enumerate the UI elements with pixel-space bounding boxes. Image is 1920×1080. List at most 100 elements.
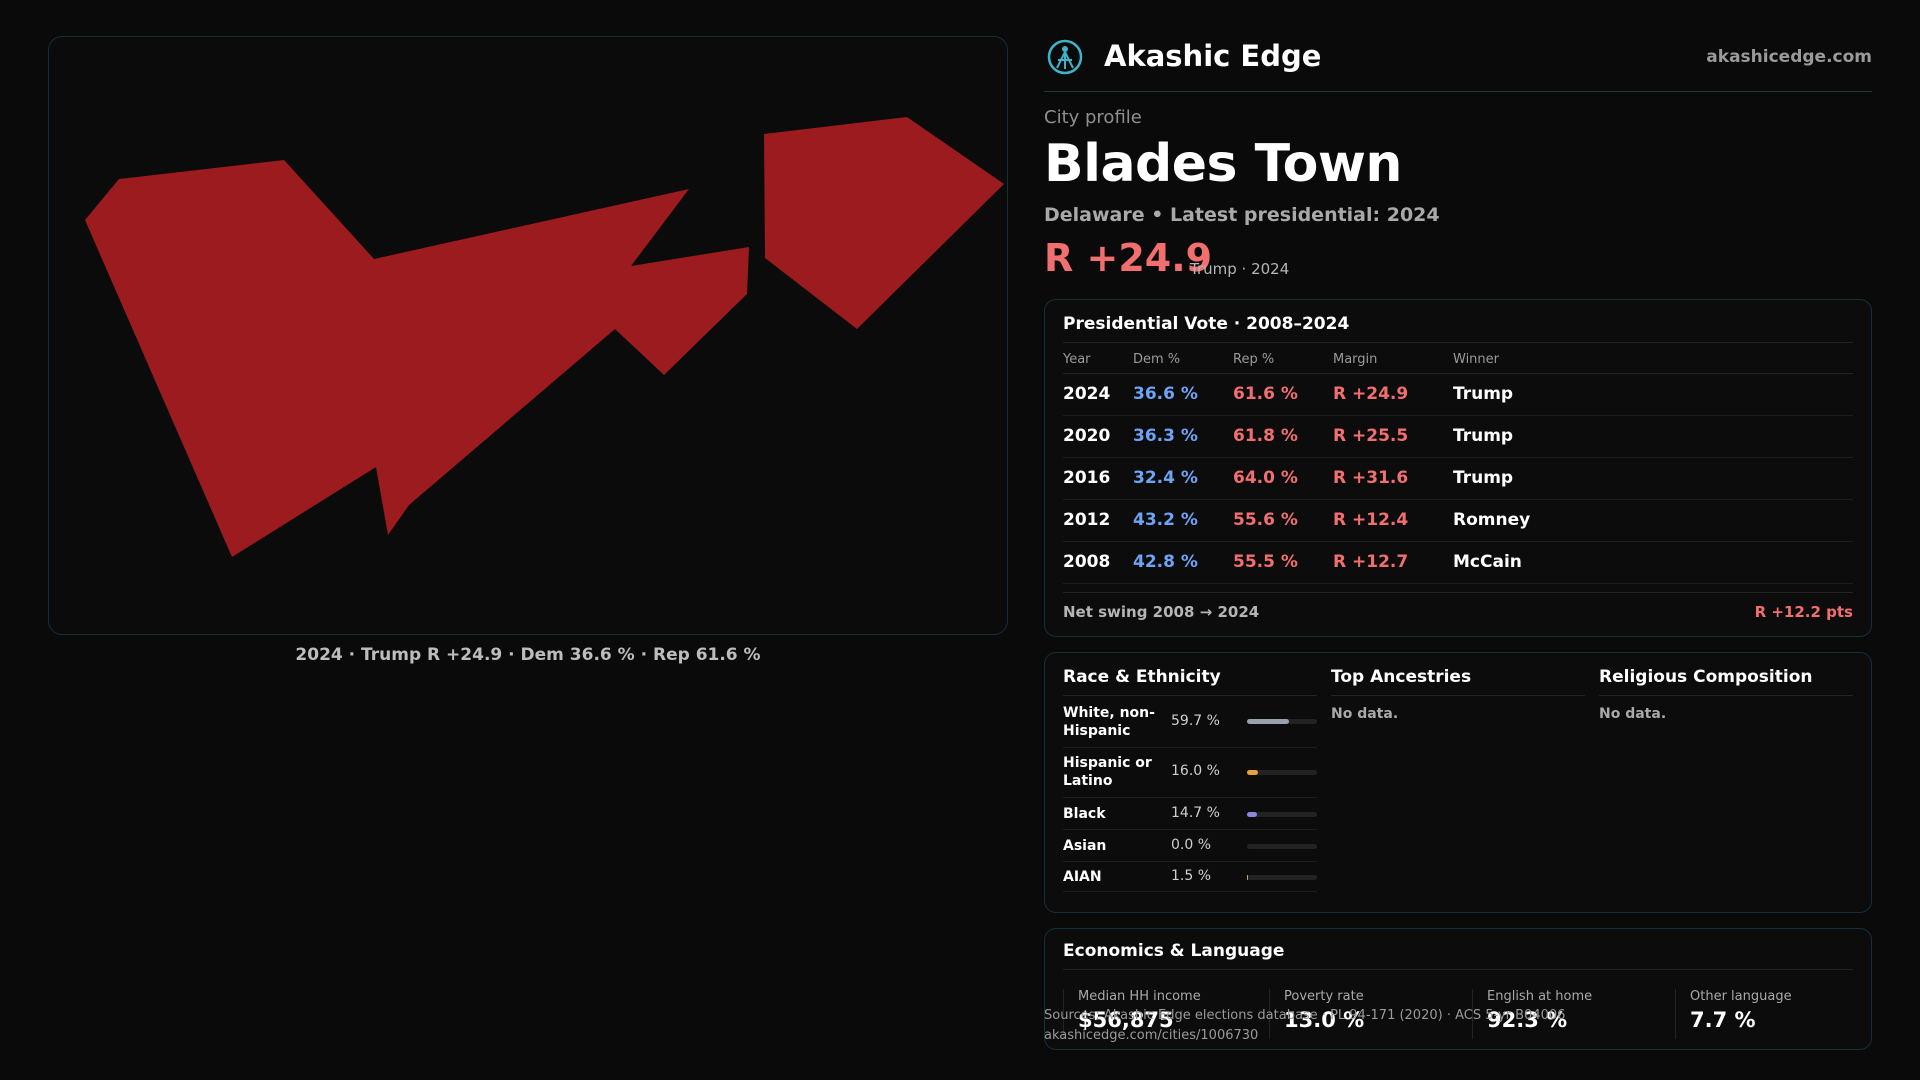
- race-bar: [1247, 875, 1317, 880]
- margin-cell: R +31.6: [1333, 457, 1453, 500]
- column-header: Margin: [1333, 347, 1453, 374]
- section-title: Race & Ethnicity: [1063, 667, 1317, 696]
- column-header: Winner: [1453, 347, 1853, 374]
- table-row: 2020 36.3 % 61.8 % R +25.5 Trump: [1063, 415, 1853, 458]
- section-title: Top Ancestries: [1331, 667, 1585, 696]
- page-title: Blades Town: [1044, 134, 1402, 194]
- race-pct: 59.7 %: [1171, 713, 1220, 729]
- econ-stat: English at home 92.3 %: [1472, 989, 1672, 1039]
- city-boundary-map: [85, 117, 1004, 557]
- source-note: Sources: Akashic Edge elections database…: [1044, 1006, 1565, 1046]
- econ-label: English at home: [1487, 989, 1593, 1004]
- race-label: Black: [1063, 806, 1106, 822]
- margin-cell: R +25.5: [1333, 415, 1453, 458]
- column-header: Year: [1063, 347, 1133, 374]
- column-header: Rep %: [1233, 347, 1333, 374]
- econ-value: 7.7 %: [1690, 1008, 1756, 1032]
- race-pct: 0.0 %: [1171, 837, 1212, 853]
- rep-cell: 61.6 %: [1233, 373, 1333, 416]
- econ-label: Poverty rate: [1284, 989, 1364, 1004]
- rep-cell: 55.5 %: [1233, 541, 1333, 584]
- empty-state: No data.: [1599, 706, 1667, 722]
- margin-cell: R +12.4: [1333, 499, 1453, 542]
- rep-cell: 64.0 %: [1233, 457, 1333, 500]
- race-bar-fill: [1247, 719, 1289, 724]
- race-label: White, non-Hispanic: [1063, 705, 1155, 739]
- race-row: Black 14.7 %: [1063, 798, 1317, 830]
- econ-stat: Other language 7.7 %: [1675, 989, 1865, 1039]
- econ-stat: Median HH income $56,875: [1063, 989, 1263, 1039]
- race-bar-fill: [1247, 770, 1259, 775]
- econ-value: $56,875: [1078, 1008, 1174, 1032]
- winner-cell: McCain: [1453, 541, 1853, 584]
- brand-url-link[interactable]: akashicedge.com: [1706, 47, 1872, 67]
- econ-label: Median HH income: [1078, 989, 1201, 1004]
- race-ethnicity-section: Race & Ethnicity White, non-Hispanic 59.…: [1063, 667, 1317, 892]
- profile-header: Akashic Edge akashicedge.com City profil…: [1044, 36, 1872, 282]
- dem-cell: 43.2 %: [1133, 499, 1233, 542]
- empty-state: No data.: [1331, 706, 1399, 722]
- race-label: AIAN: [1063, 869, 1102, 885]
- city-map[interactable]: [48, 36, 1008, 635]
- demographics-card: Race & Ethnicity White, non-Hispanic 59.…: [1044, 652, 1872, 913]
- race-row: Asian 0.0 %: [1063, 830, 1317, 862]
- rep-cell: 55.6 %: [1233, 499, 1333, 542]
- table-header-row: Year Dem % Rep % Margin Winner: [1063, 347, 1853, 374]
- race-bar-fill: [1247, 812, 1258, 817]
- winner-cell: Trump: [1453, 415, 1853, 458]
- year-cell: 2008: [1063, 541, 1133, 584]
- table-row: 2012 43.2 % 55.6 % R +12.4 Romney: [1063, 499, 1853, 542]
- race-label: Hispanic or Latino: [1063, 755, 1152, 789]
- religion-section: Religious Composition No data.: [1599, 667, 1853, 722]
- dem-cell: 36.6 %: [1133, 373, 1233, 416]
- winner-cell: Trump: [1453, 373, 1853, 416]
- city-boundary-shape[interactable]: [764, 117, 1004, 329]
- brand-bar: Akashic Edge akashicedge.com: [1044, 36, 1872, 92]
- brand-name[interactable]: Akashic Edge: [1104, 39, 1322, 73]
- economics-card: Economics & Language Median HH income $5…: [1044, 928, 1872, 1050]
- econ-stat: Poverty rate 13.0 %: [1269, 989, 1469, 1039]
- race-bar: [1247, 844, 1317, 849]
- race-bar: [1247, 812, 1317, 817]
- net-swing-label: Net swing 2008 → 2024: [1063, 602, 1260, 621]
- page-kicker: City profile: [1044, 107, 1142, 128]
- race-bar-fill: [1247, 875, 1249, 880]
- year-cell: 2020: [1063, 415, 1133, 458]
- dem-cell: 42.8 %: [1133, 541, 1233, 584]
- card-title: Presidential Vote · 2008–2024: [1063, 314, 1853, 343]
- race-row: AIAN 1.5 %: [1063, 862, 1317, 892]
- winner-cell: Trump: [1453, 457, 1853, 500]
- table-row: 2016 32.4 % 64.0 % R +31.6 Trump: [1063, 457, 1853, 500]
- ancestries-section: Top Ancestries No data.: [1331, 667, 1585, 722]
- atom-globe-icon[interactable]: [1046, 38, 1084, 76]
- vote-table: Year Dem % Rep % Margin Winner 2024 36.6…: [1063, 347, 1853, 584]
- page-subtitle: Delaware • Latest presidential: 2024: [1044, 204, 1440, 226]
- winner-cell: Romney: [1453, 499, 1853, 542]
- table-row: 2008 42.8 % 55.5 % R +12.7 McCain: [1063, 541, 1853, 584]
- race-pct: 1.5 %: [1171, 868, 1212, 884]
- map-caption: 2024 · Trump R +24.9 · Dem 36.6 % · Rep …: [295, 645, 761, 665]
- year-cell: 2012: [1063, 499, 1133, 542]
- year-cell: 2024: [1063, 373, 1133, 416]
- margin-cell: R +24.9: [1333, 373, 1453, 416]
- race-label: Asian: [1063, 838, 1107, 854]
- latest-margin-note: Trump · 2024: [1190, 260, 1290, 278]
- year-cell: 2016: [1063, 457, 1133, 500]
- latest-margin: R +24.9 Trump · 2024: [1044, 236, 1872, 282]
- table-row: 2024 36.6 % 61.6 % R +24.9 Trump: [1063, 373, 1853, 416]
- margin-cell: R +12.7: [1333, 541, 1453, 584]
- race-bar: [1247, 719, 1317, 724]
- econ-label: Other language: [1690, 989, 1792, 1004]
- city-boundary-shape[interactable]: [85, 160, 749, 557]
- column-header: Dem %: [1133, 347, 1233, 374]
- permalink[interactable]: akashicedge.com/cities/1006730: [1044, 1028, 1259, 1043]
- latest-margin-value: R +24.9: [1044, 236, 1213, 280]
- race-bar: [1247, 770, 1317, 775]
- econ-value: 92.3 %: [1487, 1008, 1568, 1032]
- source-text: Sources: Akashic Edge elections database…: [1044, 1008, 1566, 1023]
- net-swing: Net swing 2008 → 2024 R +12.2 pts: [1063, 591, 1853, 632]
- race-row: Hispanic or Latino 16.0 %: [1063, 748, 1317, 798]
- section-title: Religious Composition: [1599, 667, 1853, 696]
- net-swing-value: R +12.2 pts: [1754, 602, 1853, 621]
- card-title: Economics & Language: [1063, 941, 1853, 970]
